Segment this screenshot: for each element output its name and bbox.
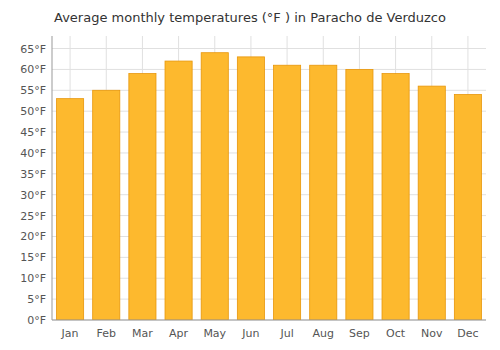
grid-line [52,48,486,49]
x-tick-label: Dec [457,327,478,340]
grid [52,36,486,320]
x-tick-label: Jan [61,327,79,340]
x-tick-label: Jun [241,327,259,340]
bar [382,74,409,320]
bar [237,57,264,320]
title: Average monthly temperatures (°F ) in Pa… [54,10,446,25]
y-tick-label: 40°F [20,147,46,160]
y-tick-label: 20°F [20,230,46,243]
y-tick-label: 25°F [20,210,46,223]
bar [165,61,192,320]
chart: Average monthly temperatures (°F ) in Pa… [0,0,500,350]
x-tick-label: Nov [421,327,443,340]
y-tick-label: 35°F [20,168,46,181]
y-tick-label: 60°F [20,63,46,76]
bar [418,86,445,320]
bar [57,99,84,320]
y-axis-line [52,36,53,320]
x-tick-label: Oct [386,327,406,340]
x-tick-label: Mar [132,327,153,340]
y-tick-label: 55°F [20,84,46,97]
x-tick-label: Feb [97,327,116,340]
x-axis-line [52,320,486,321]
bar [201,53,228,320]
y-tick-label: 10°F [20,272,46,285]
grid-line [52,69,486,70]
bar [454,94,481,320]
y-tick-label: 30°F [20,189,46,202]
x-tick-label: Aug [313,327,334,340]
x-tick-label: Jul [279,327,293,340]
y-tick-label: 0°F [27,314,46,327]
y-tick-label: 50°F [20,105,46,118]
bars [57,53,482,320]
grid-line [52,320,486,321]
bar [93,90,120,320]
y-tick-label: 65°F [20,43,46,56]
y-tick-label: 15°F [20,251,46,264]
y-tick-label: 45°F [20,126,46,139]
bar [129,74,156,320]
bar [274,65,301,320]
bar [346,69,373,320]
y-tick-label: 5°F [27,293,46,306]
x-tick-label: Apr [169,327,189,340]
x-tick-label: May [203,327,226,340]
x-tick-label: Sep [349,327,370,340]
bar [310,65,337,320]
